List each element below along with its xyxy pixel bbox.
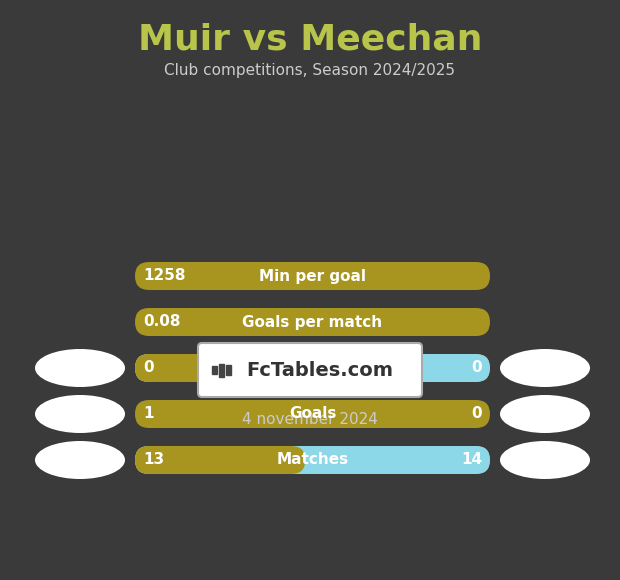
FancyBboxPatch shape <box>135 400 490 428</box>
Text: 0: 0 <box>143 361 154 375</box>
Ellipse shape <box>35 395 125 433</box>
Ellipse shape <box>35 349 125 387</box>
Bar <box>212 366 217 374</box>
Text: FcTables.com: FcTables.com <box>247 361 394 379</box>
Text: 0: 0 <box>471 361 482 375</box>
Text: 1: 1 <box>143 407 154 422</box>
Text: Goals per match: Goals per match <box>242 314 383 329</box>
Text: 1258: 1258 <box>143 269 185 284</box>
FancyBboxPatch shape <box>198 343 422 397</box>
Ellipse shape <box>500 395 590 433</box>
FancyBboxPatch shape <box>135 308 490 336</box>
Bar <box>219 364 224 376</box>
Text: Club competitions, Season 2024/2025: Club competitions, Season 2024/2025 <box>164 63 456 78</box>
FancyBboxPatch shape <box>135 354 490 382</box>
Text: 0: 0 <box>471 407 482 422</box>
FancyBboxPatch shape <box>135 262 490 290</box>
Bar <box>226 365 231 375</box>
FancyBboxPatch shape <box>135 446 490 474</box>
Text: Min per goal: Min per goal <box>259 269 366 284</box>
FancyBboxPatch shape <box>135 446 306 474</box>
Ellipse shape <box>35 441 125 479</box>
FancyBboxPatch shape <box>135 354 312 382</box>
Text: 4 november 2024: 4 november 2024 <box>242 412 378 427</box>
Text: Matches: Matches <box>277 452 348 467</box>
Text: Goals: Goals <box>289 407 336 422</box>
Text: Muir vs Meechan: Muir vs Meechan <box>138 23 482 57</box>
Text: 14: 14 <box>461 452 482 467</box>
FancyBboxPatch shape <box>135 446 490 474</box>
Text: 13: 13 <box>143 452 164 467</box>
Text: 0.08: 0.08 <box>143 314 180 329</box>
Ellipse shape <box>500 441 590 479</box>
Text: Hattricks: Hattricks <box>273 361 352 375</box>
Ellipse shape <box>500 349 590 387</box>
FancyBboxPatch shape <box>135 354 490 382</box>
